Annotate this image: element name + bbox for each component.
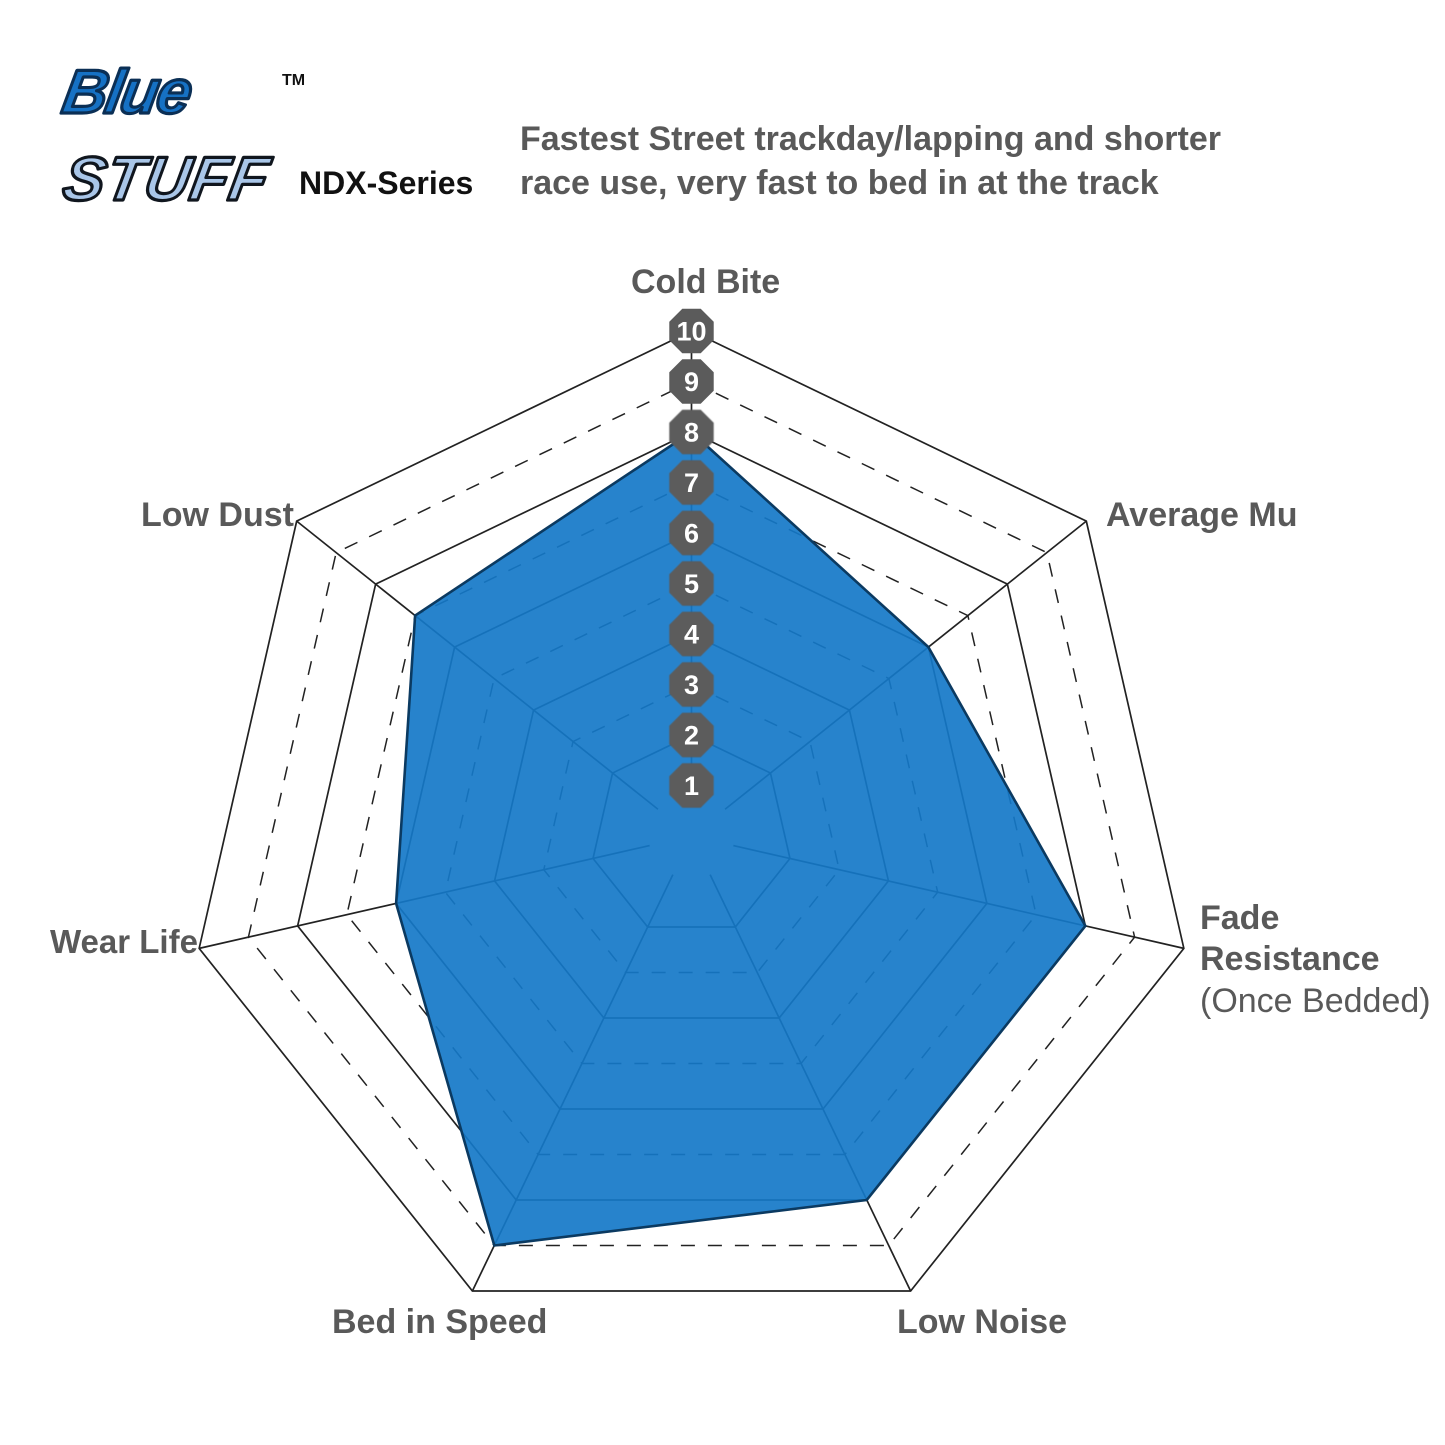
svg-text:4: 4 (684, 620, 699, 650)
svg-text:9: 9 (684, 367, 699, 397)
svg-text:2: 2 (684, 721, 699, 751)
svg-text:1: 1 (684, 771, 699, 801)
svg-text:5: 5 (684, 569, 699, 599)
svg-text:3: 3 (684, 670, 699, 700)
svg-text:6: 6 (684, 519, 699, 549)
svg-text:8: 8 (684, 418, 699, 448)
svg-text:7: 7 (684, 468, 699, 498)
svg-text:10: 10 (676, 317, 706, 347)
